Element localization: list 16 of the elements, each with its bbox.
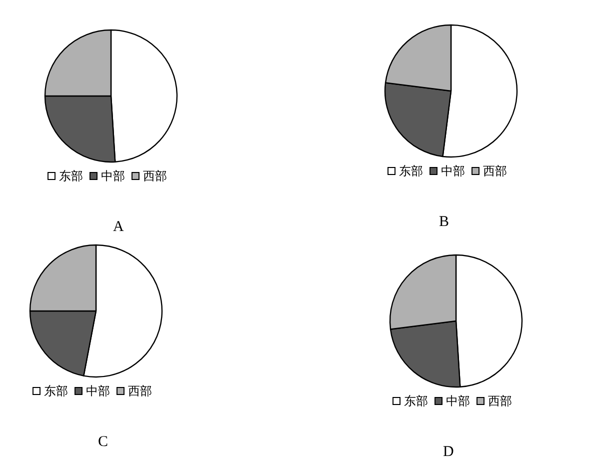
legend-label: 中部 <box>86 384 110 398</box>
legend-label: 西部 <box>143 169 167 183</box>
text: B <box>439 214 450 230</box>
text: C <box>98 434 108 450</box>
legend-label: 中部 <box>446 394 470 408</box>
legend-label: 东部 <box>399 164 423 178</box>
legend-label: 西部 <box>488 394 512 408</box>
legend-label: 西部 <box>483 164 507 178</box>
legend-label: 东部 <box>44 384 68 398</box>
legend-label: 西部 <box>128 384 152 398</box>
legend-label: 中部 <box>101 169 125 183</box>
text: D <box>443 444 454 460</box>
text: A <box>113 219 124 235</box>
legend-label: 中部 <box>441 164 465 178</box>
legend-label: 东部 <box>404 394 428 408</box>
legend-label: 东部 <box>59 169 83 183</box>
